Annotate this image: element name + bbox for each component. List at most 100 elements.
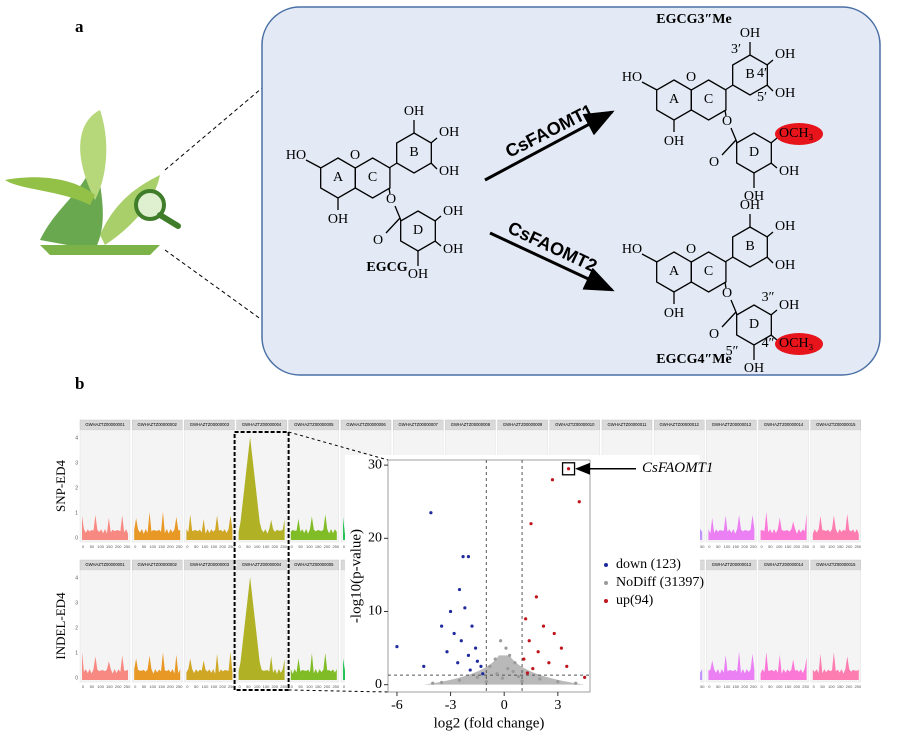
point [516, 675, 521, 679]
ring-label: C [368, 170, 377, 185]
x-tick-label: 0 [82, 544, 85, 549]
strip-label: GWHAZTZ00000001 [85, 422, 125, 427]
x-tick-label: 150 [315, 684, 322, 689]
x-tick-label: 250 [124, 544, 131, 549]
atom-label: HO [622, 242, 642, 257]
point [481, 672, 485, 676]
x-tick-label: 50 [246, 684, 251, 689]
atom-label: OH [664, 134, 684, 149]
bond [430, 137, 438, 144]
strip-label: GWHAZTZ00000013 [712, 422, 752, 427]
ring-label: A [333, 170, 344, 185]
atom-label: OH [775, 219, 795, 234]
density-texture [290, 653, 337, 680]
atom-label: OH [443, 242, 463, 257]
x-tick-label: 250 [854, 684, 861, 689]
atom-label: O [686, 242, 696, 257]
point [524, 617, 528, 621]
molecule: A C B D HO OH O O O OH OH OH OH OCH₃ OH 3″ 4″ 5″EGCG4″Me [622, 198, 823, 376]
bond [724, 281, 727, 289]
x-tick-label: 100 [97, 544, 104, 549]
point [536, 650, 540, 654]
ring-label: D [749, 145, 759, 160]
bond [766, 59, 774, 66]
bond [641, 81, 658, 91]
strip-label: GWHAZTZ00000013 [712, 562, 752, 567]
legend-label: down (123) [616, 557, 681, 572]
legend-label: up(94) [616, 593, 654, 608]
position-label: 5′ [757, 90, 767, 105]
bond [430, 162, 438, 170]
bond [388, 162, 398, 169]
point [513, 661, 517, 665]
bond [434, 215, 442, 222]
position-label: 5″ [726, 344, 739, 359]
y-tick-label: 4 [75, 575, 78, 581]
reaction-arrow [484, 110, 615, 182]
atom-label: OH [664, 306, 684, 321]
bond [721, 139, 737, 156]
x-tick-label: -3 [445, 698, 457, 713]
point [559, 646, 563, 650]
ring-label: C [704, 92, 713, 107]
atom-label: HO [622, 70, 642, 85]
atom-label: OCH₃ [779, 336, 814, 351]
strip-label: GWHAZTZ00000001 [85, 562, 125, 567]
x-tick-label: 250 [750, 544, 757, 549]
point [583, 675, 587, 679]
x-tick-label: 100 [776, 684, 783, 689]
bond [641, 253, 658, 263]
y-tick-label: 4 [75, 435, 78, 441]
density-texture [186, 651, 233, 680]
x-tick-label: 0 [813, 684, 816, 689]
atom-label: OH [439, 125, 459, 140]
point [527, 639, 531, 643]
point [479, 664, 483, 668]
x-tick-label: 250 [280, 544, 287, 549]
atom-label: OH [439, 164, 459, 179]
panel-bg [131, 569, 183, 683]
x-tick-label: 0 [760, 684, 763, 689]
x-tick-label: 100 [306, 544, 313, 549]
y-tick-label: 0 [375, 677, 382, 692]
x-tick-label: 3 [554, 698, 561, 713]
strip-label: GWHAZTZ00000003 [190, 562, 230, 567]
x-tick-label: 250 [802, 684, 809, 689]
x-tick-label: 200 [846, 684, 853, 689]
point [395, 645, 399, 649]
x-tick-label: 0 [238, 544, 241, 549]
point [445, 650, 449, 654]
x-tick-label: 0 [186, 544, 189, 549]
density-texture [238, 437, 285, 540]
row-label: INDEL-ED4 [53, 592, 68, 660]
x-tick-label: 100 [724, 684, 731, 689]
x-tick-label: 200 [219, 544, 226, 549]
bond [724, 109, 727, 117]
y-tick-label: 0 [75, 675, 78, 681]
x-tick-label: 100 [306, 684, 313, 689]
strip-label: GWHAZTZ00000009 [503, 422, 543, 427]
point [525, 671, 530, 675]
point [556, 680, 560, 684]
x-tick-label: 50 [716, 684, 721, 689]
panel-bg [288, 429, 339, 543]
x-tick-label: 200 [115, 684, 122, 689]
atom-label: O [722, 286, 732, 301]
x-tick-label: 50 [194, 684, 199, 689]
x-tick-label: 200 [741, 544, 748, 549]
atom-label: OH [328, 212, 348, 227]
point [475, 659, 479, 663]
point [452, 631, 456, 636]
atom-label: O [686, 70, 696, 85]
x-tick-label: 50 [246, 544, 251, 549]
bond [770, 162, 778, 169]
x-tick-label: 50 [716, 544, 721, 549]
atom-label: O [373, 233, 383, 248]
y-tick-label: 10 [368, 604, 382, 619]
strip-label: GWHAZTZ00000005 [294, 422, 334, 427]
bond [385, 217, 401, 234]
y-tick-label: 2 [75, 625, 78, 631]
x-tick-label: 100 [97, 684, 104, 689]
x-tick-label: 200 [167, 684, 174, 689]
strip-label: GWHAZTZ00000007 [399, 422, 439, 427]
